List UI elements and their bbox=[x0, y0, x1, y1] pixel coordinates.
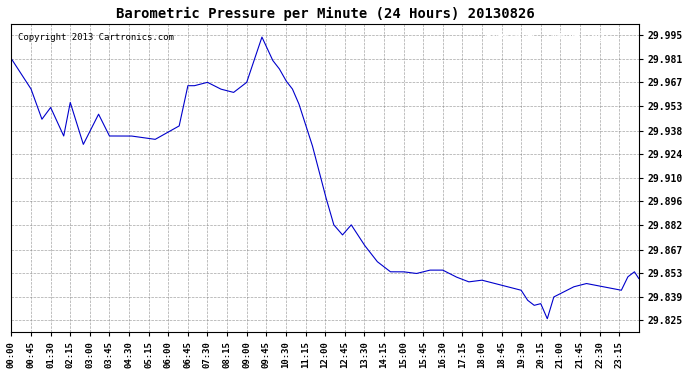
Text: Copyright 2013 Cartronics.com: Copyright 2013 Cartronics.com bbox=[18, 33, 174, 42]
Title: Barometric Pressure per Minute (24 Hours) 20130826: Barometric Pressure per Minute (24 Hours… bbox=[116, 7, 535, 21]
